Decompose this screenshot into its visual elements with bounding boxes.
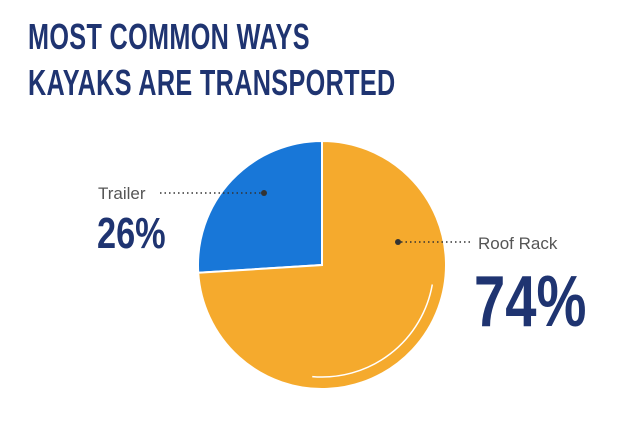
value-label: 26% xyxy=(97,209,166,258)
leader-dot xyxy=(395,239,401,245)
leader-dot xyxy=(261,190,267,196)
category-label: Roof Rack xyxy=(478,234,558,253)
highlight-arc xyxy=(312,284,434,378)
pie-slice xyxy=(197,139,447,390)
value-label: 74% xyxy=(474,261,586,341)
category-label: Trailer xyxy=(98,184,146,203)
chart-title: MOST COMMON WAYS KAYAKS ARE TRANSPORTED xyxy=(28,16,396,103)
pie-slice xyxy=(197,139,323,274)
